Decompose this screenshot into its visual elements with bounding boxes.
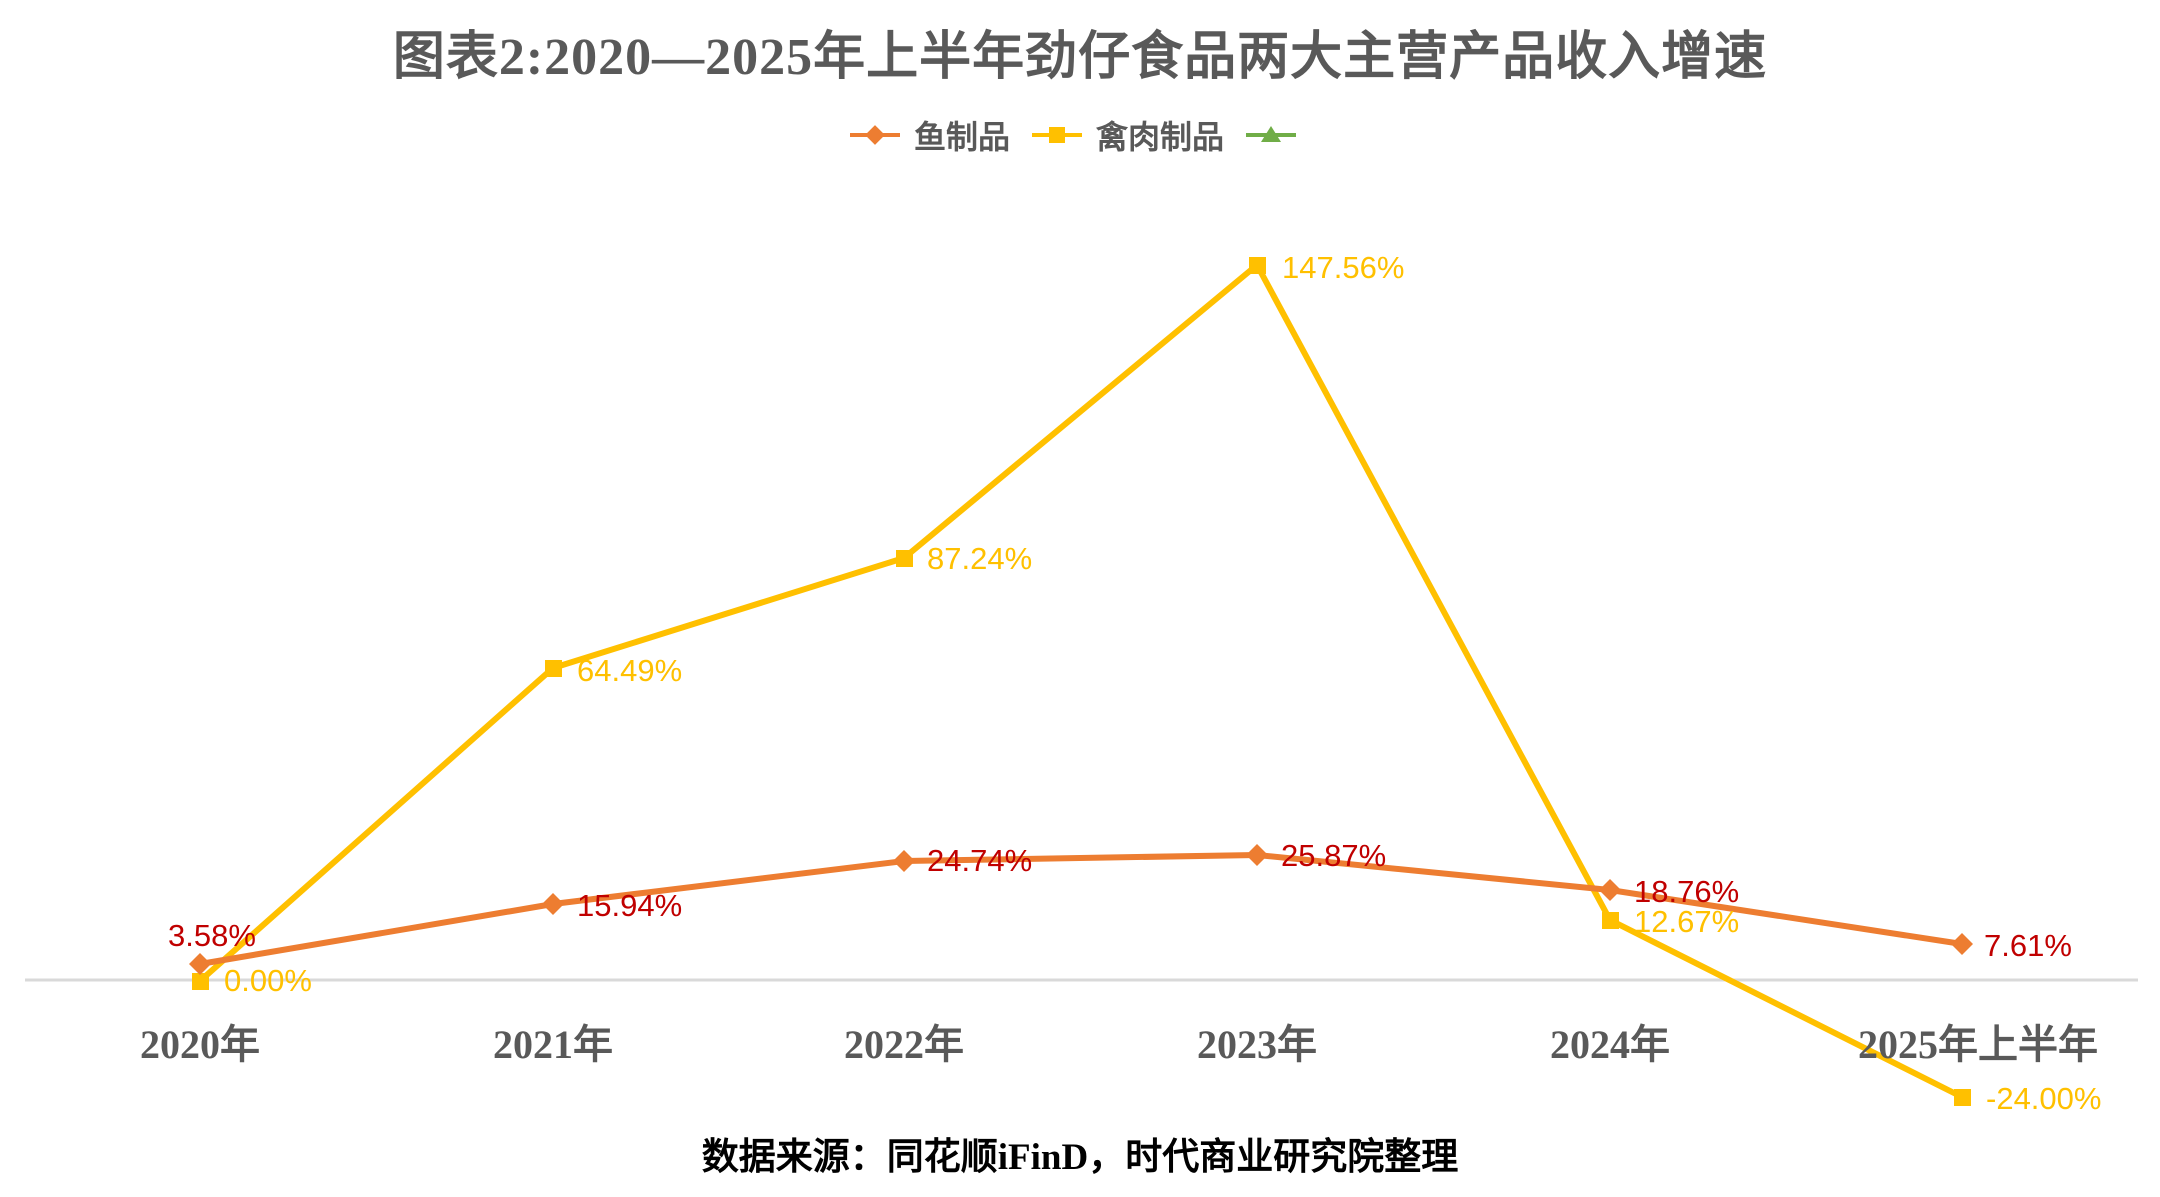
x-axis-label-2024: 2024年 [1550,1022,1670,1067]
poultry-marker [1249,257,1266,274]
poultry-series-line [198,262,1964,1100]
legend: 鱼制品 禽肉制品 [0,112,2160,158]
poultry-series-markers [192,257,1971,1106]
poultry-marker [545,660,562,677]
triangle-marker-icon [1246,126,1297,142]
poultry-value-label: 87.24% [927,541,1033,576]
fish-value-label: 24.74% [927,843,1033,878]
fish-value-label: 18.76% [1634,874,1740,909]
poultry-value-label: -24.00% [1986,1081,2102,1116]
x-axis-label-2021: 2021年 [493,1022,613,1067]
fish-value-label: 25.87% [1281,838,1387,873]
fish-marker [1951,933,1973,955]
data-source-note: 数据来源：同花顺iFinD，时代商业研究院整理 [701,1137,1459,1178]
chart-title: 图表2:2020—2025年上半年劲仔食品两大主营产品收入增速 [392,29,1768,86]
legend-label-fish: 鱼制品 [913,119,1010,155]
poultry-marker [896,550,913,567]
diamond-marker-icon [849,125,900,145]
legend-label-poultry: 禽肉制品 [1096,119,1225,155]
x-axis-label-2025h1: 2025年上半年 [1858,1022,2098,1067]
poultry-value-label: 147.56% [1282,250,1405,285]
poultry-value-label: 0.00% [224,963,312,998]
fish-marker [189,953,211,975]
poultry-marker [1602,912,1619,929]
x-axis-label-2023: 2023年 [1197,1022,1317,1067]
fish-marker [542,893,564,915]
fish-series-line [199,852,1963,967]
fish-value-label: 7.61% [1984,928,2072,963]
legend-item-empty [1246,123,1310,147]
poultry-value-label: 64.49% [577,653,683,688]
x-axis-label-2020: 2020年 [140,1022,260,1067]
fish-value-label: 3.58% [168,918,256,953]
fish-value-label: 15.94% [577,888,683,923]
poultry-value-label: 12.67% [1634,904,1740,939]
legend-item-poultry: 禽肉制品 [1032,112,1224,158]
fish-marker [1599,879,1621,901]
x-axis-label-2022: 2022年 [844,1022,964,1067]
fish-series-markers [189,844,1973,975]
square-marker-icon [1032,127,1082,143]
fish-marker [1246,844,1268,866]
fish-marker [893,850,915,872]
legend-item-fish: 鱼制品 [849,112,1010,158]
poultry-marker [192,973,209,990]
poultry-marker [1954,1089,1971,1106]
